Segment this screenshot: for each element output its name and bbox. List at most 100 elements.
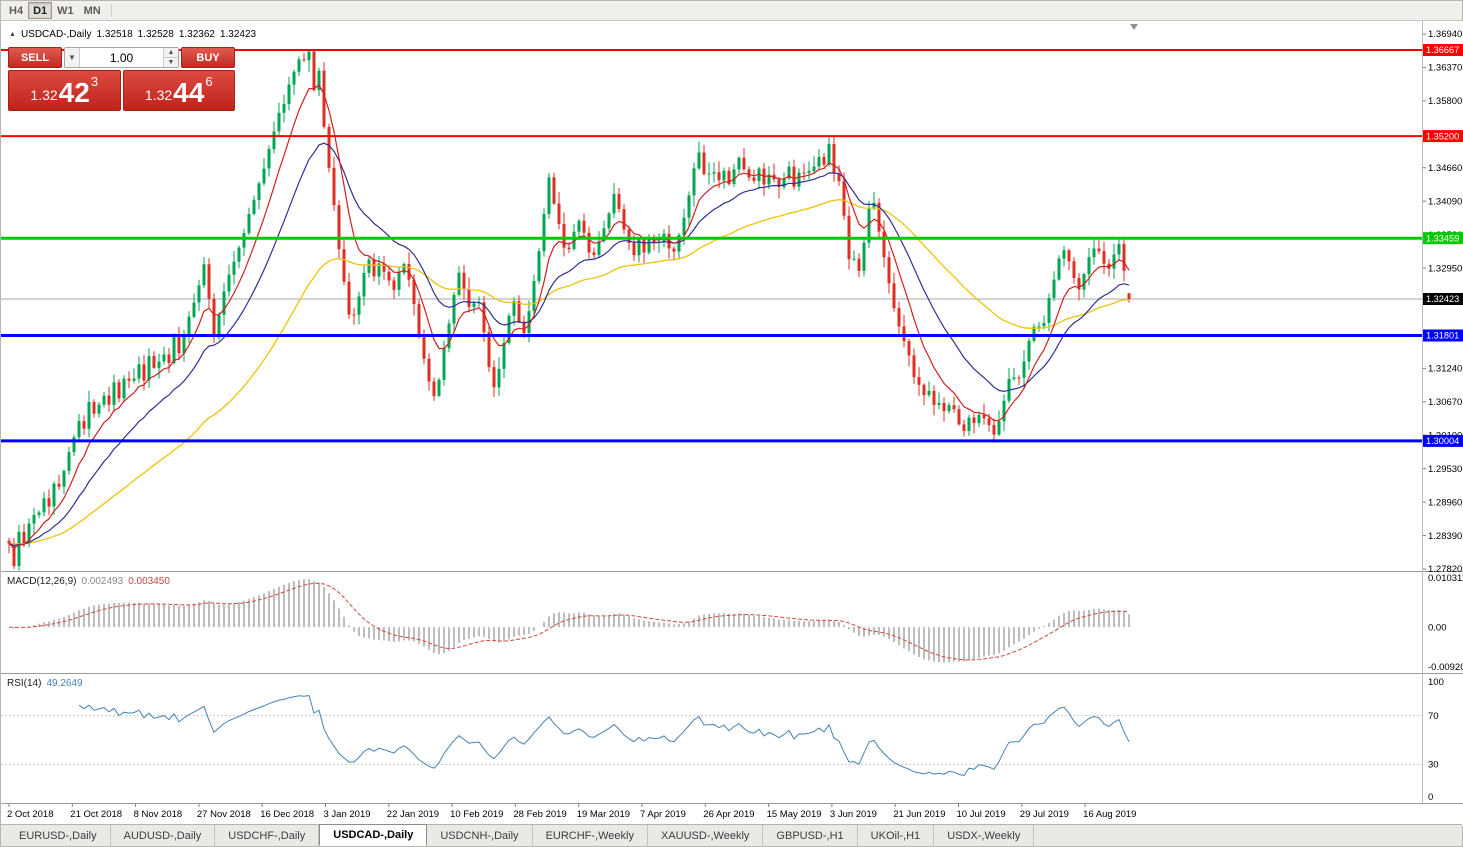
chart-tab-xauusd-weekly[interactable]: XAUUSD-,Weekly	[648, 825, 764, 846]
ma-slow-line	[8, 199, 1129, 545]
chart-canvas[interactable]: 1.369401.363701.358001.352301.346601.340…	[1, 21, 1463, 826]
svg-text:29 Jul 2019: 29 Jul 2019	[1020, 809, 1069, 820]
svg-text:10 Feb 2019: 10 Feb 2019	[450, 809, 503, 820]
macd-signal-line	[8, 582, 1130, 661]
chart-tab-eurusd-daily[interactable]: EURUSD-,Daily	[6, 825, 111, 846]
svg-text:0.010311: 0.010311	[1428, 573, 1463, 584]
svg-text:1.29530: 1.29530	[1428, 464, 1462, 475]
chart-tab-usdcnh-daily[interactable]: USDCNH-,Daily	[427, 825, 533, 846]
svg-text:1.31240: 1.31240	[1428, 364, 1462, 375]
svg-text:26 Apr 2019: 26 Apr 2019	[703, 809, 754, 820]
period-button-w1[interactable]: W1	[57, 4, 74, 17]
svg-text:1.36370: 1.36370	[1428, 63, 1462, 74]
chevron-down-icon: ▼	[68, 53, 76, 62]
one-click-collapse-icon[interactable]: ▲	[9, 31, 16, 38]
price-axis[interactable]: 1.369401.363701.358001.352301.346601.340…	[1423, 29, 1463, 803]
svg-text:7 Apr 2019: 7 Apr 2019	[640, 809, 686, 820]
svg-text:1.30670: 1.30670	[1428, 397, 1462, 408]
svg-text:1.27820: 1.27820	[1428, 564, 1462, 575]
ohlc-high: 1.32528	[137, 29, 174, 40]
candles-layer	[7, 49, 1131, 571]
macd-indicator-label: MACD(12,26,9) 0.002493 0.003450	[7, 576, 170, 587]
svg-text:21 Jun 2019: 21 Jun 2019	[893, 809, 945, 820]
period-toolbar: H4 D1 W1 MN	[1, 1, 1462, 21]
svg-text:27 Nov 2018: 27 Nov 2018	[197, 809, 251, 820]
svg-text:1.36940: 1.36940	[1428, 29, 1462, 40]
chart-ohlc-header: ▲ USDCAD-,Daily 1.32518 1.32528 1.32362 …	[9, 29, 256, 40]
macd-name: MACD(12,26,9)	[7, 576, 77, 587]
spinner-down-icon: ▼	[167, 59, 175, 66]
chart-tabs-bar: EURUSD-,Daily AUDUSD-,Daily USDCHF-,Daily U…	[1, 824, 1462, 846]
svg-text:30: 30	[1428, 760, 1439, 771]
buy-price-display[interactable]: 1.32 44 6	[122, 70, 235, 111]
svg-text:1.36667: 1.36667	[1426, 45, 1459, 55]
ma-medium-line	[8, 142, 1130, 547]
sell-price-display[interactable]: 1.32 42 3	[8, 70, 121, 111]
chart-tab-gbpusd-h1[interactable]: GBPUSD-,H1	[763, 825, 858, 846]
svg-text:1.34090: 1.34090	[1428, 196, 1462, 207]
svg-text:1.33459: 1.33459	[1426, 233, 1459, 243]
volume-increase-button[interactable]: ▲	[164, 48, 178, 58]
ma-fast-line	[8, 83, 1130, 550]
volume-stepper: ▲ ▼	[163, 48, 178, 67]
svg-text:2 Oct 2018: 2 Oct 2018	[7, 809, 53, 820]
svg-text:1.35200: 1.35200	[1426, 131, 1459, 141]
svg-text:28 Feb 2019: 28 Feb 2019	[513, 809, 566, 820]
macd-value: 0.002493	[81, 576, 124, 587]
chart-tab-usdx-weekly[interactable]: USDX-,Weekly	[934, 825, 1035, 846]
chart-symbol-label: USDCAD-,Daily	[20, 29, 92, 40]
svg-text:1.28390: 1.28390	[1428, 531, 1462, 542]
ohlc-low: 1.32362	[178, 29, 215, 40]
svg-text:21 Oct 2018: 21 Oct 2018	[70, 809, 122, 820]
svg-text:3 Jan 2019: 3 Jan 2019	[324, 809, 371, 820]
chart-tab-ukoil-h1[interactable]: UKOil-,H1	[858, 825, 935, 846]
horizontal-price-lines[interactable]	[1, 49, 1422, 443]
svg-text:0: 0	[1428, 792, 1433, 803]
rsi-name: RSI(14)	[7, 678, 42, 689]
svg-text:-0.009203: -0.009203	[1428, 662, 1463, 673]
svg-text:1.35800: 1.35800	[1428, 96, 1462, 107]
volume-input[interactable]	[80, 48, 163, 67]
sell-button[interactable]: SELL	[8, 47, 62, 68]
spinner-up-icon: ▲	[167, 49, 175, 56]
rsi-line	[78, 694, 1130, 776]
time-axis[interactable]: 2 Oct 2018 21 Oct 2018 8 Nov 2018 27 Nov 20…	[7, 803, 1136, 821]
chart-area: 1.369401.363701.358001.352301.346601.340…	[1, 21, 1463, 826]
svg-text:16 Aug 2019: 16 Aug 2019	[1083, 809, 1136, 820]
macd-signal-value: 0.003450	[128, 576, 170, 587]
chart-tab-audusd-daily[interactable]: AUDUSD-,Daily	[111, 825, 216, 846]
period-button-d1[interactable]: D1	[28, 2, 53, 19]
svg-text:0.00: 0.00	[1428, 622, 1447, 633]
rsi-value: 49.2649	[46, 678, 83, 689]
svg-text:1.32950: 1.32950	[1428, 263, 1462, 274]
svg-text:1.32423: 1.32423	[1426, 294, 1459, 304]
svg-text:10 Jul 2019: 10 Jul 2019	[957, 809, 1006, 820]
svg-text:1.30004: 1.30004	[1426, 436, 1459, 446]
buy-price-pips: 44	[173, 77, 205, 109]
chart-tab-usdcad-daily[interactable]: USDCAD-,Daily	[319, 824, 428, 846]
svg-text:16 Dec 2018: 16 Dec 2018	[260, 809, 314, 820]
volume-control: ▼ ▲ ▼	[64, 47, 179, 68]
chart-tab-usdchf-daily[interactable]: USDCHF-,Daily	[215, 825, 320, 846]
svg-text:70: 70	[1428, 711, 1439, 722]
period-button-h4[interactable]: H4	[9, 4, 24, 17]
buy-button[interactable]: BUY	[181, 47, 235, 68]
chart-shift-marker[interactable]	[1130, 24, 1138, 30]
svg-text:100: 100	[1428, 677, 1444, 688]
svg-text:1.31801: 1.31801	[1426, 331, 1459, 341]
ohlc-open: 1.32518	[96, 29, 133, 40]
macd-histogram	[13, 579, 1130, 663]
svg-text:1.34660: 1.34660	[1428, 163, 1462, 174]
period-button-mn[interactable]: MN	[83, 4, 101, 17]
sell-price-point: 3	[90, 74, 99, 89]
svg-text:8 Nov 2018: 8 Nov 2018	[134, 809, 183, 820]
chart-tab-eurchf-weekly[interactable]: EURCHF-,Weekly	[533, 825, 648, 846]
ohlc-close: 1.32423	[219, 29, 257, 40]
svg-text:19 Mar 2019: 19 Mar 2019	[577, 809, 630, 820]
volume-decrease-button[interactable]: ▼	[164, 58, 178, 67]
toolbar-separator	[110, 4, 112, 17]
svg-text:1.28960: 1.28960	[1428, 497, 1462, 508]
buy-price-point: 6	[205, 74, 213, 89]
volume-dropdown-button[interactable]: ▼	[65, 48, 80, 67]
